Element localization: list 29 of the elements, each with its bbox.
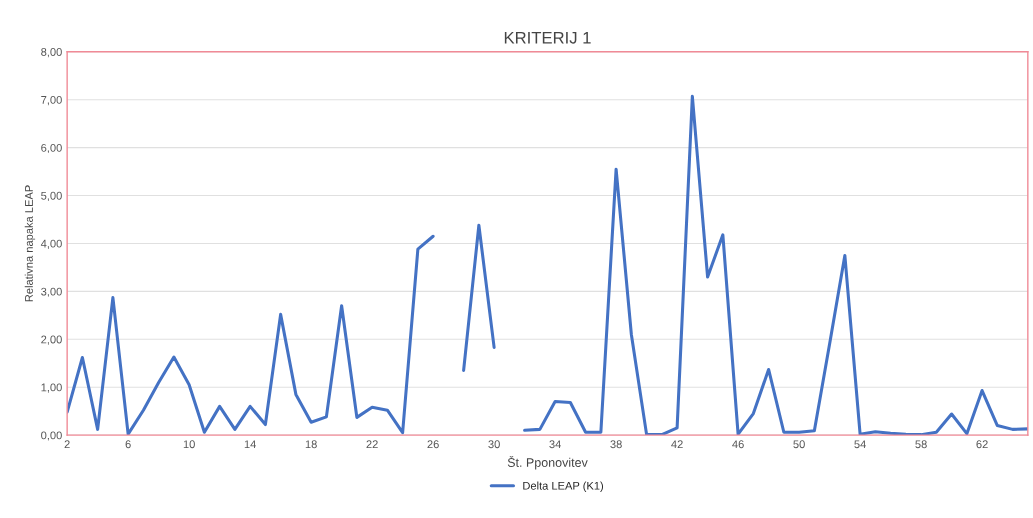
x-tick-label: 38 <box>610 440 622 449</box>
x-tick-label: 46 <box>732 440 744 449</box>
x-tick-label: 26 <box>427 440 439 449</box>
x-tick-label: 50 <box>793 440 805 449</box>
x-tick-label: 58 <box>915 440 927 449</box>
y-tick-label: 4,00 <box>40 239 62 249</box>
y-tick-label: 7,00 <box>41 95 62 106</box>
x-tick-label: 62 <box>976 440 988 449</box>
chart-title: KRITERIJ 1 <box>504 32 591 44</box>
y-axis-title: Relativna napaka LEAP <box>24 185 36 302</box>
x-tick-label: 2 <box>64 440 70 449</box>
y-tick-label: 3,00 <box>41 287 62 297</box>
y-tick-label: 2,00 <box>41 335 62 345</box>
x-tick-label: 42 <box>671 440 683 449</box>
x-tick-label: 30 <box>488 440 500 449</box>
y-tick-label: 5,00 <box>41 191 62 201</box>
x-tick-label: 6 <box>125 440 131 449</box>
legend-label: Delta LEAP (K1) <box>523 481 604 492</box>
x-tick-label: 22 <box>366 440 378 449</box>
y-tick-label: 0,00 <box>41 431 62 441</box>
y-tick-label: 1,00 <box>41 383 62 393</box>
y-tick-label: 8,00 <box>41 48 62 58</box>
x-axis-title: Št. Pponovitev <box>507 455 588 470</box>
x-tick-label: 34 <box>549 440 561 449</box>
x-tick-label: 10 <box>183 440 195 449</box>
y-tick-label: 6,00 <box>41 143 62 154</box>
x-tick-label: 18 <box>305 440 317 449</box>
x-tick-label: 14 <box>244 440 256 449</box>
x-tick-label: 54 <box>854 440 866 449</box>
